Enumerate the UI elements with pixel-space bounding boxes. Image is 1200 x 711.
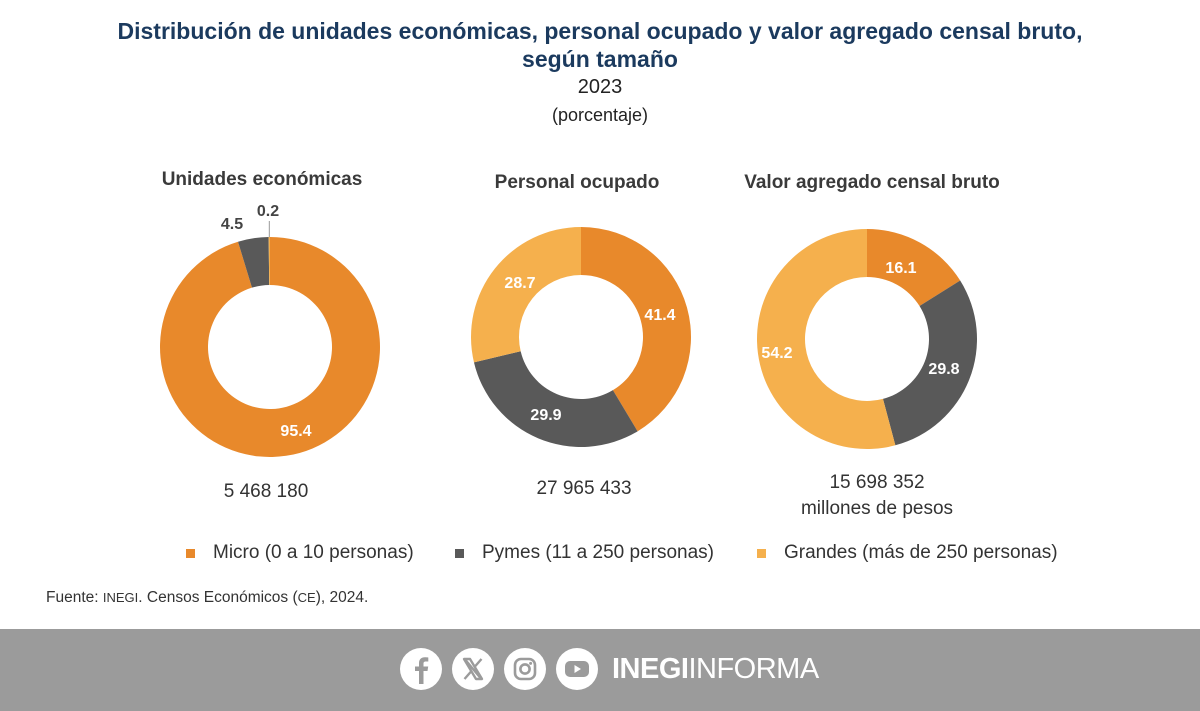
year-label: 2023	[577, 76, 623, 98]
legend-item-micro: Micro (0 a 10 personas)	[186, 542, 414, 564]
donut-2-label-micro: 41.4	[644, 307, 675, 324]
source-note: Fuente: INEGI. Censos Económicos (CE), 2…	[46, 589, 369, 606]
donut-1-slice-grandes	[268, 237, 270, 286]
legend-item-grandes: Grandes (más de 250 personas)	[757, 542, 1058, 564]
donut-1-label-pymes: 4.5	[221, 216, 243, 233]
donut-3-total: 15 698 352	[829, 472, 925, 493]
donut-3-slice-micro	[867, 229, 961, 307]
legend-label-grandes: Grandes (más de 250 personas)	[784, 542, 1058, 563]
donut-1-total: 5 468 180	[223, 481, 309, 502]
donut-2-slice-micro	[581, 227, 692, 432]
legend-label-pymes: Pymes (11 a 250 personas)	[482, 542, 714, 563]
donut-1-label-micro: 95.4	[280, 423, 311, 440]
legend-swatch-micro	[186, 548, 195, 558]
donut-2-label-pymes: 29.9	[530, 407, 561, 424]
donut-2-slice-grandes	[471, 227, 581, 363]
donut-2-title: Personal ocupado	[494, 172, 660, 193]
facebook-icon[interactable]	[400, 648, 442, 690]
donut-2-slice-pymes	[473, 351, 638, 448]
legend-swatch-grandes	[757, 548, 766, 558]
unit-label: (porcentaje)	[551, 105, 649, 125]
footer-bar: INEGIINFORMA	[0, 629, 1200, 711]
inegi-informa-logo: INEGIINFORMA	[612, 653, 819, 685]
donut-3-title: Valor agregado censal bruto	[744, 172, 1000, 193]
chart-title-line2: según tamaño	[522, 46, 678, 72]
donut-1-slice-pymes	[238, 237, 270, 288]
legend-label-micro: Micro (0 a 10 personas)	[213, 542, 414, 563]
donut-1-slice-micro	[160, 237, 381, 457]
donut-2-total: 27 965 433	[536, 478, 632, 499]
legend-swatch-pymes	[455, 548, 464, 558]
legend-item-pymes: Pymes (11 a 250 personas)	[455, 542, 714, 564]
donut-3-label-pymes: 29.8	[928, 361, 959, 378]
donut-3-slice-grandes	[756, 229, 896, 449]
donut-2-label-grandes: 28.7	[504, 275, 535, 292]
donut-1-label-grandes: 0.2	[257, 203, 279, 220]
donut-1-title: Unidades económicas	[161, 169, 363, 190]
x-icon[interactable]	[452, 648, 494, 690]
donut-charts: 95.4 4.5 0.2 41.4 29.9 28.7 16.1 29.8 54.2	[160, 203, 977, 457]
donut-3-total-unit: millones de pesos	[800, 498, 954, 519]
chart-title-line1: Distribución de unidades económicas, per…	[117, 18, 1083, 44]
instagram-icon[interactable]	[504, 648, 546, 690]
donut-3-label-grandes: 54.2	[761, 345, 792, 362]
donut-3-slice-pymes	[882, 280, 977, 446]
youtube-icon[interactable]	[556, 648, 598, 690]
donut-3-label-micro: 16.1	[885, 260, 916, 277]
